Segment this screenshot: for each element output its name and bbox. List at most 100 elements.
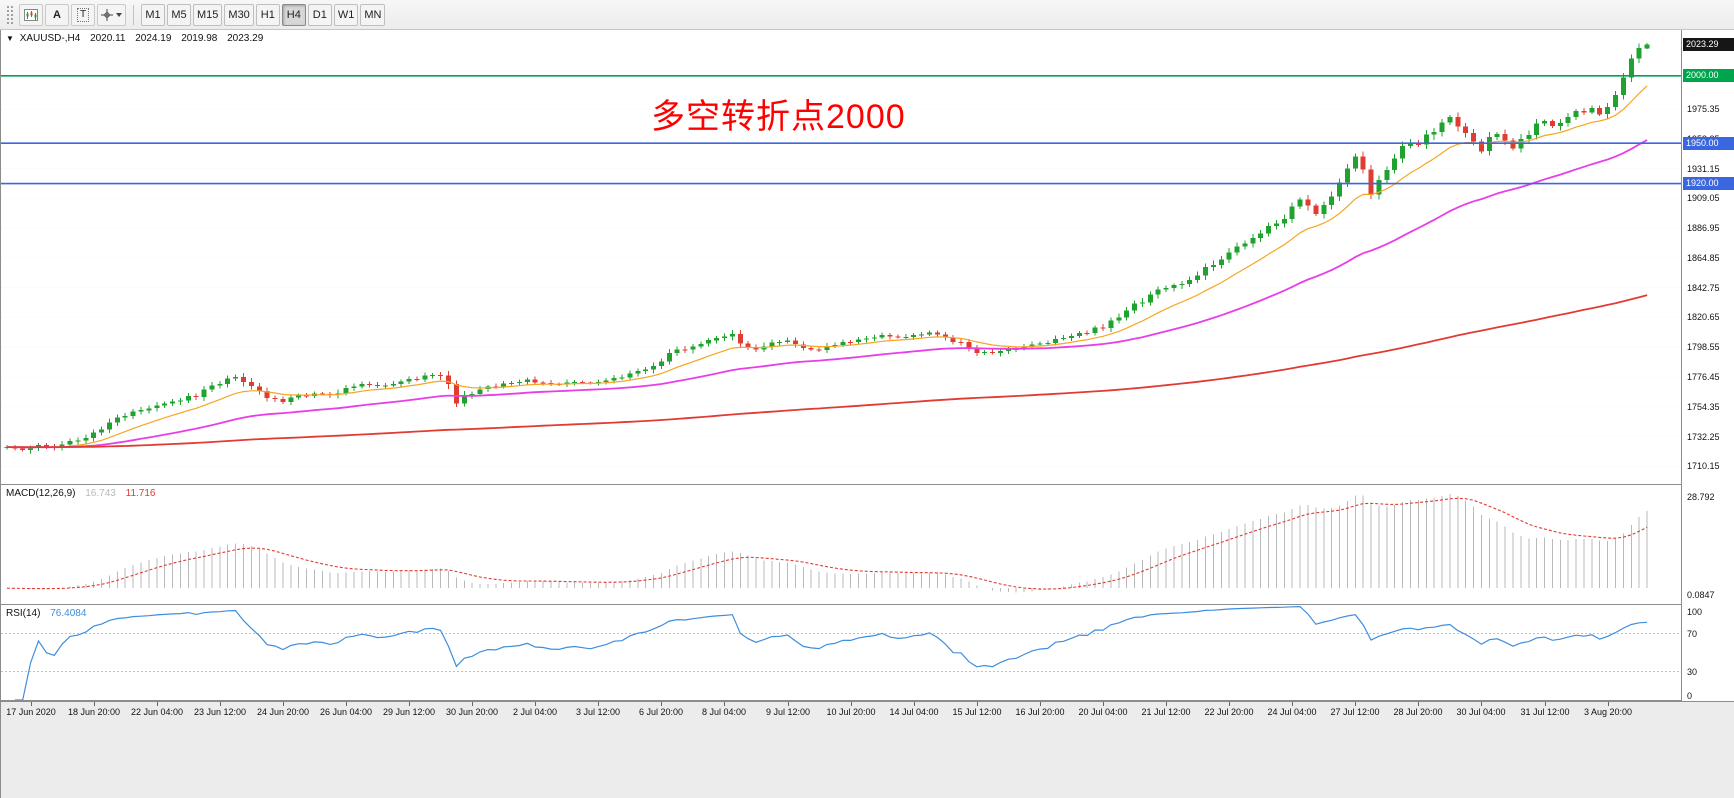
- timeframe-buttons: M1 M5 M15 M30 H1 H4 D1 W1 MN: [140, 3, 386, 26]
- time-tick: [914, 702, 915, 706]
- new-chart-button[interactable]: [19, 3, 43, 26]
- price-tick-label: 1909.05: [1687, 193, 1720, 203]
- timeframe-d1-button[interactable]: D1: [307, 3, 332, 26]
- time-label: 20 Jul 04:00: [1078, 707, 1128, 717]
- time-label: 3 Jul 12:00: [575, 707, 621, 717]
- bar-high-value: 2024.19: [135, 33, 172, 44]
- price-tick-label: 1776.45: [1687, 372, 1720, 382]
- macd-title: MACD(12,26,9): [6, 488, 76, 499]
- bar-open-value: 2020.11: [90, 33, 126, 44]
- macd-signal-value: 11.716: [125, 488, 156, 499]
- rsi-value: 76.4084: [50, 608, 87, 619]
- crosshair-button[interactable]: [97, 3, 126, 26]
- symbol-dropdown-icon: ▼: [6, 34, 14, 43]
- chevron-down-icon: [116, 12, 122, 17]
- bar-low-value: 2019.98: [181, 33, 218, 44]
- time-label: 10 Jul 20:00: [826, 707, 876, 717]
- time-label: 27 Jul 12:00: [1330, 707, 1380, 717]
- text-label-button[interactable]: A: [45, 3, 69, 26]
- time-label: 16 Jul 20:00: [1015, 707, 1065, 717]
- panel-separator: [1, 700, 1734, 701]
- price-tick-label: 1864.85: [1687, 253, 1720, 263]
- macd-chart: [1, 485, 1681, 604]
- time-label: 22 Jun 04:00: [130, 707, 184, 717]
- time-tick: [1608, 702, 1609, 706]
- timeframe-h1-button[interactable]: H1: [255, 3, 280, 26]
- time-label: 8 Jul 04:00: [701, 707, 747, 717]
- price-axis[interactable]: 1975.351953.251931.151909.051886.951864.…: [1681, 30, 1734, 701]
- rsi-axis-label: 70: [1687, 629, 1698, 639]
- toolbar-drag-handle[interactable]: [6, 4, 14, 25]
- time-tick: [94, 702, 95, 706]
- time-axis[interactable]: 17 Jun 2020 18 Jun 20:00 22 Jun 04:00 23 Ju…: [1, 701, 1734, 798]
- time-tick: [1292, 702, 1293, 706]
- time-tick: [157, 702, 158, 706]
- crosshair-icon: [101, 8, 113, 21]
- time-label: 24 Jul 04:00: [1267, 707, 1317, 717]
- price-tick-label: 1732.25: [1687, 432, 1720, 442]
- bar-close-value: 2023.29: [227, 33, 264, 44]
- symbol-timeframe-label: XAUUSD-,H4: [19, 33, 81, 44]
- text-tool-icon: T: [76, 7, 90, 22]
- time-label: 17 Jun 2020: [6, 707, 56, 717]
- price-line-badge: 1920.00: [1683, 177, 1734, 190]
- time-tick: [1166, 702, 1167, 706]
- time-label: 30 Jul 04:00: [1456, 707, 1506, 717]
- time-label: 3 Aug 20:00: [1583, 707, 1633, 717]
- toolbar-separator: [133, 4, 134, 25]
- rsi-axis-label: 100: [1687, 607, 1703, 617]
- main-chart[interactable]: ▼ XAUUSD-,H4 2020.11 2024.19 2019.98 202…: [1, 30, 1681, 484]
- macd-panel[interactable]: MACD(12,26,9) 16.743 11.716: [1, 485, 1681, 604]
- time-label: 31 Jul 12:00: [1520, 707, 1570, 717]
- time-tick: [1229, 702, 1230, 706]
- timeframe-m5-button[interactable]: M5: [167, 3, 191, 26]
- chart-annotation[interactable]: 多空转折点2000: [651, 98, 906, 136]
- panel-separator[interactable]: [1, 484, 1734, 485]
- time-label: 18 Jun 20:00: [67, 707, 121, 717]
- timeframe-m1-button[interactable]: M1: [141, 3, 165, 26]
- last-price-badge: 2023.29: [1683, 38, 1734, 51]
- time-tick: [472, 702, 473, 706]
- macd-axis-top: 28.792: [1687, 492, 1715, 502]
- time-tick: [1418, 702, 1419, 706]
- timeframe-m15-button[interactable]: M15: [193, 3, 223, 26]
- time-label: 15 Jul 12:00: [952, 707, 1002, 717]
- time-tick: [788, 702, 789, 706]
- time-label: 22 Jul 20:00: [1204, 707, 1254, 717]
- price-line-badge: 1950.00: [1683, 137, 1734, 150]
- time-tick: [977, 702, 978, 706]
- time-label: 21 Jul 12:00: [1141, 707, 1191, 717]
- price-tick-label: 1710.15: [1687, 461, 1720, 471]
- time-tick: [661, 702, 662, 706]
- timeframe-w1-button[interactable]: W1: [333, 3, 359, 26]
- rsi-chart: [1, 605, 1681, 700]
- macd-main-value: 16.743: [85, 488, 116, 499]
- price-tick-label: 1975.35: [1687, 104, 1720, 114]
- time-tick: [409, 702, 410, 706]
- time-label: 28 Jul 20:00: [1393, 707, 1443, 717]
- price-tick-label: 1931.15: [1687, 164, 1720, 174]
- text-tool-button[interactable]: T: [71, 3, 95, 26]
- time-tick: [1355, 702, 1356, 706]
- chart-ohlc-line: ▼ XAUUSD-,H4 2020.11 2024.19 2019.98 202…: [6, 33, 263, 44]
- time-label: 26 Jun 04:00: [319, 707, 373, 717]
- time-tick: [31, 702, 32, 706]
- time-label: 2 Jul 04:00: [512, 707, 558, 717]
- panel-separator[interactable]: [1, 604, 1734, 605]
- time-label: 23 Jun 12:00: [193, 707, 247, 717]
- rsi-panel[interactable]: RSI(14) 76.4084: [1, 605, 1681, 700]
- time-tick: [283, 702, 284, 706]
- timeframe-h4-button[interactable]: H4: [281, 3, 306, 26]
- time-label: 24 Jun 20:00: [256, 707, 310, 717]
- time-tick: [851, 702, 852, 706]
- time-label: 14 Jul 04:00: [889, 707, 939, 717]
- macd-header: MACD(12,26,9) 16.743 11.716: [6, 488, 155, 499]
- macd-axis-bottom: 0.0847: [1687, 590, 1715, 600]
- time-tick: [1481, 702, 1482, 706]
- toolbar: A T M1 M5 M15 M30 H1 H4 D1 W1 MN: [0, 0, 1734, 30]
- time-label: 6 Jul 20:00: [638, 707, 684, 717]
- timeframe-m30-button[interactable]: M30: [224, 3, 254, 26]
- timeframe-mn-button[interactable]: MN: [360, 3, 386, 26]
- time-tick: [535, 702, 536, 706]
- time-tick: [724, 702, 725, 706]
